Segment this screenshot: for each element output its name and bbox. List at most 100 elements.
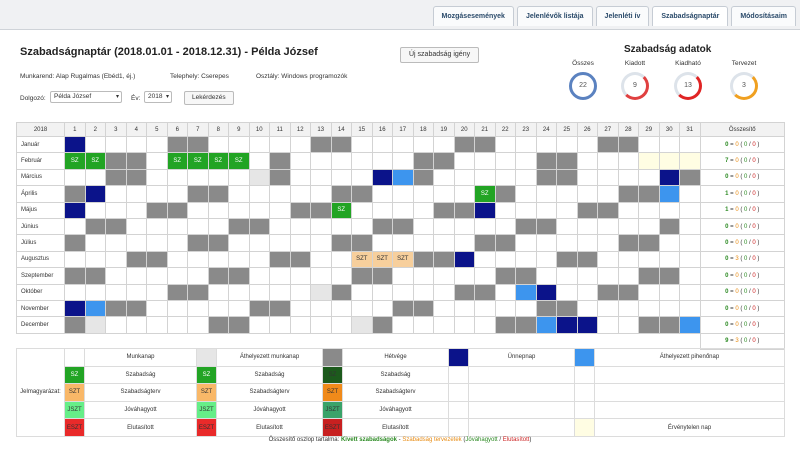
day-cell[interactable] [576,152,598,170]
day-cell[interactable] [289,135,311,154]
day-cell[interactable] [289,234,311,252]
day-cell[interactable] [412,316,434,334]
day-cell[interactable] [84,135,106,154]
day-cell[interactable] [392,201,414,219]
day-cell[interactable] [453,135,475,154]
day-cell[interactable] [494,234,516,252]
day-cell[interactable] [494,283,516,301]
day-cell[interactable] [638,201,660,219]
day-cell[interactable] [228,201,250,219]
day-cell[interactable] [84,217,106,236]
day-cell[interactable] [289,168,311,187]
day-cell[interactable] [658,201,680,219]
day-cell[interactable] [597,135,619,154]
day-cell[interactable] [453,201,475,219]
day-cell[interactable] [84,299,106,318]
day-cell[interactable] [494,299,516,318]
day-cell[interactable] [105,201,127,219]
day-cell[interactable] [638,299,660,318]
day-cell[interactable] [269,201,291,219]
day-cell[interactable] [474,267,496,285]
day-cell[interactable] [64,250,86,269]
day-cell[interactable] [617,152,639,170]
day-cell[interactable] [207,234,229,252]
day-cell[interactable] [289,283,311,301]
day-cell[interactable] [474,201,496,219]
day-cell[interactable] [166,267,188,285]
day-cell[interactable] [412,267,434,285]
day-cell[interactable] [453,217,475,236]
day-cell[interactable] [535,168,557,187]
day-cell[interactable] [679,201,701,219]
day-cell[interactable] [207,201,229,219]
day-cell[interactable] [597,283,619,301]
day-cell[interactable] [638,168,660,187]
day-cell[interactable] [392,234,414,252]
day-cell[interactable] [617,250,639,269]
day-cell[interactable] [392,267,414,285]
day-cell[interactable] [146,135,168,154]
day-cell[interactable] [597,299,619,318]
day-cell[interactable] [474,299,496,318]
day-cell[interactable] [535,234,557,252]
day-cell[interactable] [556,135,578,154]
day-cell[interactable] [597,201,619,219]
day-cell[interactable] [125,217,147,236]
day-cell[interactable] [617,299,639,318]
day-cell[interactable] [597,185,619,203]
day-cell[interactable] [125,135,147,154]
day-cell[interactable] [453,250,475,269]
day-cell[interactable] [248,185,270,203]
day-cell[interactable] [556,217,578,236]
day-cell[interactable]: SZ [166,152,188,170]
day-cell[interactable]: SZ [187,152,209,170]
day-cell[interactable] [187,250,209,269]
day-cell[interactable] [576,267,598,285]
day-cell[interactable] [576,283,598,301]
day-cell[interactable] [433,267,455,285]
day-cell[interactable] [269,299,291,318]
day-cell[interactable] [248,217,270,236]
day-cell[interactable] [638,267,660,285]
day-cell[interactable] [125,201,147,219]
day-cell[interactable] [453,283,475,301]
day-cell[interactable] [474,234,496,252]
day-cell[interactable] [638,250,660,269]
day-cell[interactable] [535,135,557,154]
day-cell[interactable] [269,250,291,269]
day-cell[interactable] [638,283,660,301]
day-cell[interactable] [412,250,434,269]
day-cell[interactable] [371,316,393,334]
day-cell[interactable] [679,250,701,269]
day-cell[interactable] [392,283,414,301]
day-cell[interactable] [494,185,516,203]
day-cell[interactable] [597,267,619,285]
day-cell[interactable] [289,152,311,170]
day-cell[interactable] [679,299,701,318]
day-cell[interactable] [515,234,537,252]
day-cell[interactable] [207,299,229,318]
day-cell[interactable] [638,217,660,236]
day-cell[interactable] [248,299,270,318]
day-cell[interactable] [248,316,270,334]
day-cell[interactable] [679,135,701,154]
day-cell[interactable] [658,168,680,187]
day-cell[interactable] [105,152,127,170]
day-cell[interactable] [105,250,127,269]
day-cell[interactable] [392,135,414,154]
day-cell[interactable] [64,283,86,301]
day-cell[interactable] [597,152,619,170]
day-cell[interactable] [433,201,455,219]
day-cell[interactable] [371,201,393,219]
day-cell[interactable] [125,299,147,318]
day-cell[interactable] [187,168,209,187]
day-cell[interactable] [535,267,557,285]
nav-jelenleti-iv[interactable]: Jelenléti ív [595,6,650,26]
day-cell[interactable] [371,217,393,236]
day-cell[interactable] [187,201,209,219]
day-cell[interactable] [556,316,578,334]
day-cell[interactable]: SZ [64,152,86,170]
day-cell[interactable] [515,267,537,285]
day-cell[interactable] [576,201,598,219]
day-cell[interactable] [351,168,373,187]
